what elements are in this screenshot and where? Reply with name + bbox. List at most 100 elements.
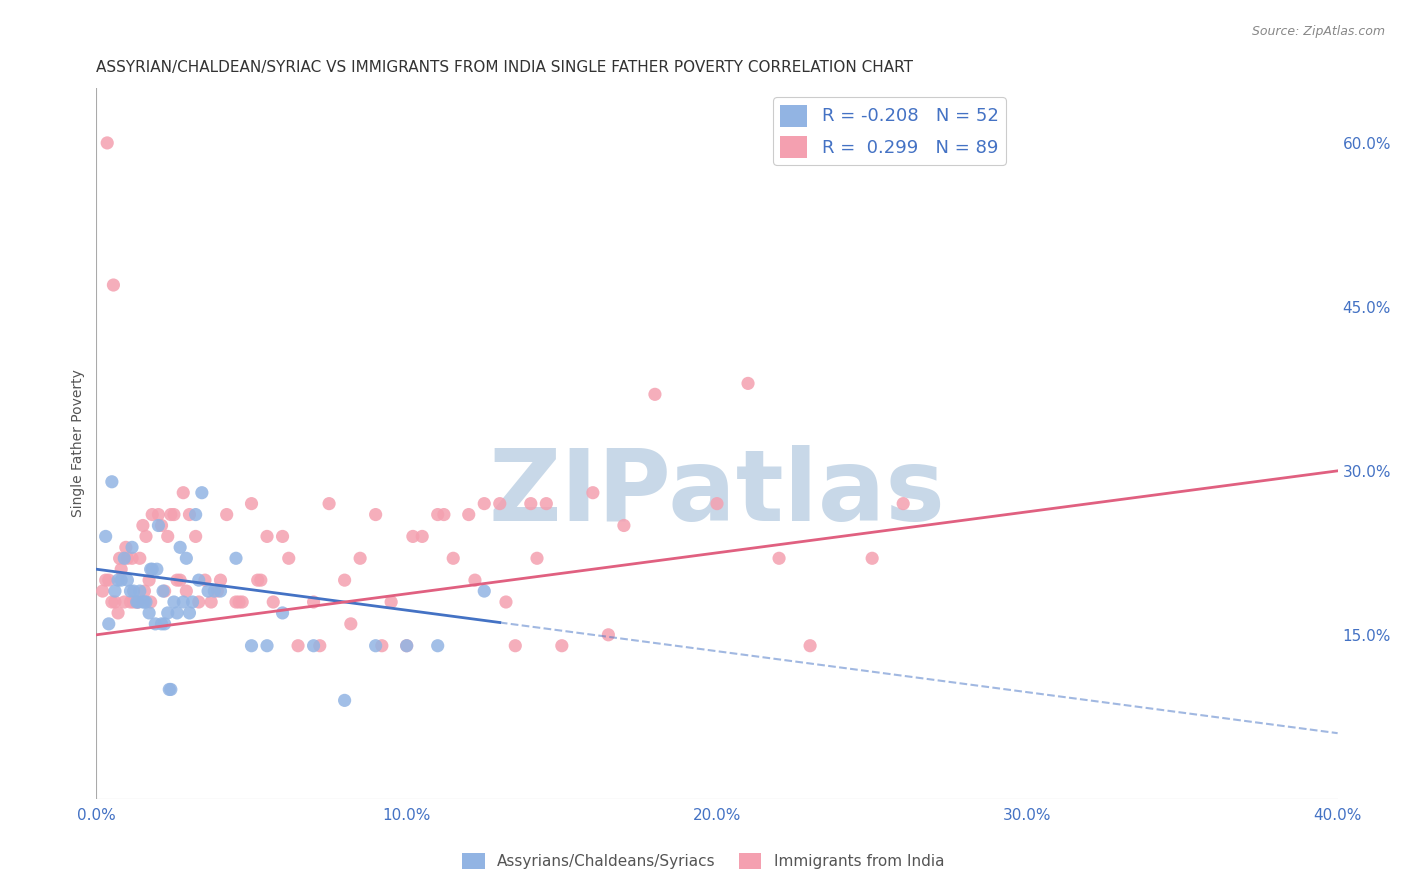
- Point: [176, 551, 198, 566]
- Point: [799, 639, 821, 653]
- Point: [395, 639, 418, 653]
- Text: Source: ZipAtlas.com: Source: ZipAtlas.com: [1251, 25, 1385, 38]
- Point: [308, 639, 330, 653]
- Point: [104, 595, 127, 609]
- Point: [364, 508, 387, 522]
- Point: [172, 595, 194, 609]
- Point: [139, 562, 162, 576]
- Point: [108, 551, 131, 566]
- Point: [157, 682, 180, 697]
- Point: [107, 573, 129, 587]
- Point: [117, 573, 139, 587]
- Point: [125, 595, 148, 609]
- Point: [187, 595, 209, 609]
- Point: [120, 584, 142, 599]
- Point: [582, 485, 605, 500]
- Point: [191, 485, 214, 500]
- Point: [472, 497, 495, 511]
- Point: [526, 551, 548, 566]
- Point: [110, 573, 132, 587]
- Point: [240, 497, 263, 511]
- Point: [132, 518, 155, 533]
- Point: [207, 584, 229, 599]
- Point: [371, 639, 394, 653]
- Point: [179, 606, 201, 620]
- Point: [128, 551, 150, 566]
- Point: [104, 584, 127, 599]
- Point: [112, 595, 135, 609]
- Point: [97, 616, 120, 631]
- Point: [860, 551, 883, 566]
- Point: [134, 595, 156, 609]
- Point: [768, 551, 790, 566]
- Point: [891, 497, 914, 511]
- Point: [153, 584, 176, 599]
- Point: [194, 573, 217, 587]
- Point: [302, 595, 325, 609]
- Y-axis label: Single Father Poverty: Single Father Poverty: [72, 369, 86, 517]
- Point: [152, 584, 174, 599]
- Point: [156, 529, 179, 543]
- Point: [246, 573, 269, 587]
- Point: [737, 376, 759, 391]
- Point: [148, 508, 170, 522]
- Point: [349, 551, 371, 566]
- Point: [143, 616, 166, 631]
- Point: [150, 518, 173, 533]
- Point: [250, 573, 273, 587]
- Legend: R = -0.208   N = 52, R =  0.299   N = 89: R = -0.208 N = 52, R = 0.299 N = 89: [773, 97, 1005, 165]
- Point: [240, 639, 263, 653]
- Point: [457, 508, 479, 522]
- Point: [103, 278, 125, 293]
- Point: [141, 508, 163, 522]
- Point: [150, 616, 173, 631]
- Point: [94, 529, 117, 543]
- Point: [340, 616, 363, 631]
- Point: [598, 628, 620, 642]
- Point: [287, 639, 309, 653]
- Point: [101, 475, 124, 489]
- Point: [318, 497, 340, 511]
- Point: [200, 595, 222, 609]
- Point: [163, 595, 186, 609]
- Point: [225, 595, 247, 609]
- Point: [91, 584, 114, 599]
- Point: [197, 584, 219, 599]
- Point: [163, 508, 186, 522]
- Point: [172, 485, 194, 500]
- Point: [426, 639, 449, 653]
- Text: ZIPatlas: ZIPatlas: [488, 445, 945, 541]
- Point: [256, 639, 278, 653]
- Legend: Assyrians/Chaldeans/Syriacs, Immigrants from India: Assyrians/Chaldeans/Syriacs, Immigrants …: [456, 847, 950, 875]
- Point: [110, 562, 132, 576]
- Point: [146, 562, 169, 576]
- Point: [138, 573, 160, 587]
- Point: [333, 573, 356, 587]
- Point: [395, 639, 418, 653]
- Point: [228, 595, 250, 609]
- Point: [536, 497, 558, 511]
- Point: [121, 551, 143, 566]
- Point: [94, 573, 117, 587]
- Point: [148, 518, 170, 533]
- Point: [101, 595, 124, 609]
- Point: [202, 584, 225, 599]
- Point: [613, 518, 636, 533]
- Point: [141, 562, 163, 576]
- Point: [277, 551, 299, 566]
- Point: [644, 387, 666, 401]
- Point: [127, 595, 149, 609]
- Point: [302, 639, 325, 653]
- Point: [134, 584, 156, 599]
- Point: [169, 573, 191, 587]
- Point: [402, 529, 425, 543]
- Point: [411, 529, 433, 543]
- Point: [139, 595, 162, 609]
- Point: [503, 639, 526, 653]
- Point: [433, 508, 456, 522]
- Point: [176, 584, 198, 599]
- Point: [120, 595, 142, 609]
- Point: [225, 551, 247, 566]
- Point: [181, 595, 204, 609]
- Point: [107, 606, 129, 620]
